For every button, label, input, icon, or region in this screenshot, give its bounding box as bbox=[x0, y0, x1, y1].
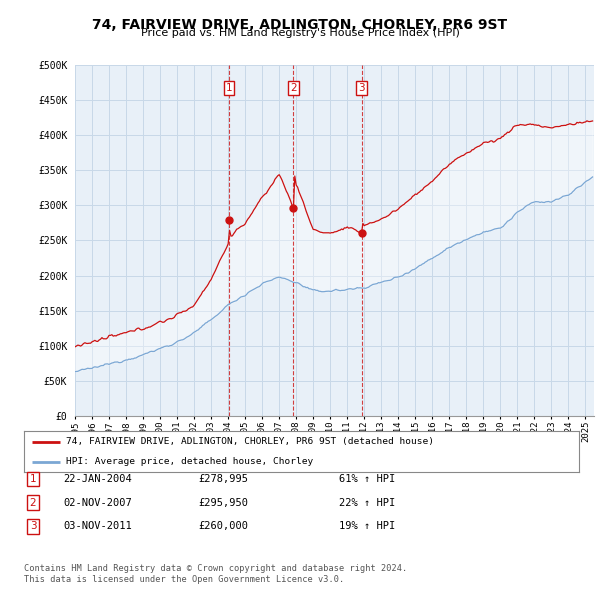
Text: Contains HM Land Registry data © Crown copyright and database right 2024.: Contains HM Land Registry data © Crown c… bbox=[24, 565, 407, 573]
Text: 1: 1 bbox=[226, 83, 232, 93]
Text: 3: 3 bbox=[358, 83, 365, 93]
Text: £278,995: £278,995 bbox=[198, 474, 248, 484]
Text: 19% ↑ HPI: 19% ↑ HPI bbox=[339, 522, 395, 531]
Text: £260,000: £260,000 bbox=[198, 522, 248, 531]
Text: 1: 1 bbox=[29, 474, 37, 484]
Text: 03-NOV-2011: 03-NOV-2011 bbox=[63, 522, 132, 531]
Text: HPI: Average price, detached house, Chorley: HPI: Average price, detached house, Chor… bbox=[65, 457, 313, 466]
Text: 22-JAN-2004: 22-JAN-2004 bbox=[63, 474, 132, 484]
Text: 74, FAIRVIEW DRIVE, ADLINGTON, CHORLEY, PR6 9ST (detached house): 74, FAIRVIEW DRIVE, ADLINGTON, CHORLEY, … bbox=[65, 437, 434, 447]
Text: 61% ↑ HPI: 61% ↑ HPI bbox=[339, 474, 395, 484]
Text: This data is licensed under the Open Government Licence v3.0.: This data is licensed under the Open Gov… bbox=[24, 575, 344, 584]
Text: Price paid vs. HM Land Registry's House Price Index (HPI): Price paid vs. HM Land Registry's House … bbox=[140, 28, 460, 38]
Text: 2: 2 bbox=[29, 498, 37, 507]
Text: £295,950: £295,950 bbox=[198, 498, 248, 507]
Text: 74, FAIRVIEW DRIVE, ADLINGTON, CHORLEY, PR6 9ST: 74, FAIRVIEW DRIVE, ADLINGTON, CHORLEY, … bbox=[92, 18, 508, 32]
Text: 22% ↑ HPI: 22% ↑ HPI bbox=[339, 498, 395, 507]
Text: 2: 2 bbox=[290, 83, 297, 93]
Text: 02-NOV-2007: 02-NOV-2007 bbox=[63, 498, 132, 507]
Text: 3: 3 bbox=[29, 522, 37, 531]
